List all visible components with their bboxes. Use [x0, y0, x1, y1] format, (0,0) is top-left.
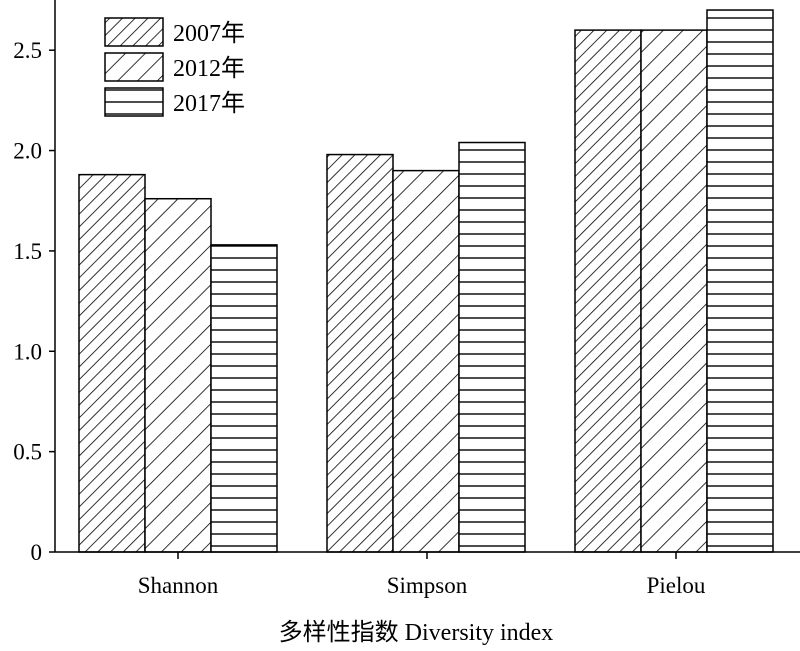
x-tick-label-simpson: Simpson: [387, 573, 468, 598]
legend-swatch: [104, 52, 164, 82]
x-axis: Shannon Simpson Pielou: [55, 551, 800, 598]
bar-pielou-3: [706, 9, 774, 553]
x-axis-title: 多样性指数 Diversity index: [279, 619, 554, 646]
legend-label: 2017年: [173, 90, 245, 117]
bar-simpson-1: [326, 153, 394, 553]
y-tick-label: 1.0: [13, 339, 42, 364]
legend-swatch: [104, 87, 164, 117]
bar-shannon-2: [144, 197, 212, 553]
y-tick-label: 0: [31, 540, 43, 565]
bar-shannon-3: [210, 244, 278, 553]
legend: 2007年 2012年 2017年: [104, 17, 245, 117]
y-axis: 0 0.5 1.0 1.5 2.0 2.5: [13, 0, 56, 565]
y-tick-label: 2.5: [13, 38, 42, 63]
legend-swatch: [104, 17, 164, 47]
bar-simpson-3: [458, 141, 526, 553]
bar-simpson-2: [392, 169, 460, 553]
x-tick-label-pielou: Pielou: [647, 573, 706, 598]
x-tick-label-shannon: Shannon: [138, 573, 219, 598]
y-tick-label: 0.5: [13, 440, 42, 465]
bar-pielou-1: [574, 29, 642, 553]
bar-pielou-2: [640, 29, 708, 553]
legend-label: 2012年: [173, 55, 245, 82]
legend-label: 2007年: [173, 20, 245, 47]
plot-area: [78, 9, 774, 553]
bar-shannon-1: [78, 173, 146, 553]
y-tick-label: 1.5: [13, 239, 42, 264]
y-tick-label: 2.0: [13, 139, 42, 164]
